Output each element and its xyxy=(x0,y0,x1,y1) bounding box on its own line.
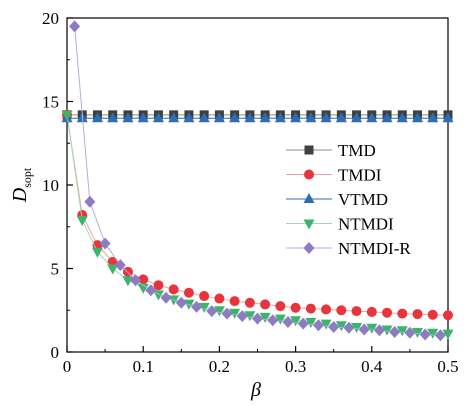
data-point-tmdi xyxy=(397,309,407,319)
x-tick-label: 0.2 xyxy=(209,357,230,376)
series-vtmd xyxy=(62,112,454,122)
data-point-ntmdi-r xyxy=(84,196,95,208)
y-tick-label: 15 xyxy=(42,93,59,112)
data-point-tmdi xyxy=(230,296,240,306)
data-point-tmdi xyxy=(199,291,209,301)
data-point-tmdi xyxy=(443,310,453,320)
series-line-ntmdi-r xyxy=(75,26,441,335)
series-ntmdi-r xyxy=(69,20,446,341)
data-point-ntmdi-r xyxy=(69,20,80,32)
x-tick-label: 0.4 xyxy=(361,357,383,376)
data-point-tmdi xyxy=(260,299,270,309)
y-tick-label: 10 xyxy=(42,176,59,195)
legend-label: TMDI xyxy=(338,166,382,185)
plot-frame xyxy=(67,18,448,352)
data-point-tmdi xyxy=(291,303,301,313)
x-tick-label: 0 xyxy=(63,357,72,376)
data-point-tmdi xyxy=(184,288,194,298)
data-point-tmdi xyxy=(214,294,224,304)
legend-marker-tmdi xyxy=(304,170,314,180)
data-point-tmdi xyxy=(428,310,438,320)
legend-item-tmdi: TMDI xyxy=(286,166,382,185)
legend-label: NTMDI xyxy=(338,215,394,234)
legend-item-ntmdi-r: NTMDI-R xyxy=(286,239,411,258)
x-axis-label: β xyxy=(250,379,261,401)
data-point-tmdi xyxy=(321,304,331,314)
data-point-tmdi xyxy=(413,309,423,319)
data-point-tmdi xyxy=(367,307,377,317)
x-tick-label: 0.1 xyxy=(133,357,154,376)
axes: 0 0.1 0.2 0.3 0.4 0.5 0 5 10 15 20 xyxy=(42,9,459,376)
data-point-tmdi xyxy=(245,298,255,308)
data-point-tmdi xyxy=(306,304,316,314)
y-tick-label: 20 xyxy=(42,9,59,28)
series-layer xyxy=(62,20,454,341)
legend-label: NTMDI-R xyxy=(338,239,411,258)
legend-item-ntmdi: NTMDI xyxy=(286,215,394,234)
legend-marker-ntmdi-r xyxy=(304,242,315,254)
y-tick-label: 5 xyxy=(51,260,60,279)
legend-marker-vtmd xyxy=(304,193,315,203)
data-point-tmdi xyxy=(336,305,346,315)
data-point-tmdi xyxy=(153,280,163,290)
legend: TMD TMDI VTMD NTMDI NTMDI-R xyxy=(286,141,411,258)
data-point-tmdi xyxy=(382,308,392,318)
y-axis-label: Dsopt xyxy=(9,167,34,203)
legend-marker-tmd xyxy=(305,146,314,155)
legend-item-vtmd: VTMD xyxy=(286,190,388,209)
data-point-tmdi xyxy=(352,306,362,316)
x-tick-label: 0.3 xyxy=(285,357,306,376)
legend-item-tmd: TMD xyxy=(286,141,376,160)
legend-label: TMD xyxy=(338,141,376,160)
data-point-ntmdi xyxy=(77,216,88,226)
legend-label: VTMD xyxy=(338,190,388,209)
series-tmdi xyxy=(62,110,453,320)
series-ntmdi xyxy=(62,111,454,340)
y-tick-label: 0 xyxy=(51,343,60,362)
x-tick-label: 0.5 xyxy=(437,357,458,376)
data-point-tmdi xyxy=(275,301,285,311)
data-point-tmdi xyxy=(123,267,133,277)
legend-marker-ntmdi xyxy=(304,220,315,230)
data-point-tmdi xyxy=(169,284,179,294)
y-axis-label-main: D xyxy=(9,187,31,203)
y-axis-label-sub: sopt xyxy=(20,167,34,188)
